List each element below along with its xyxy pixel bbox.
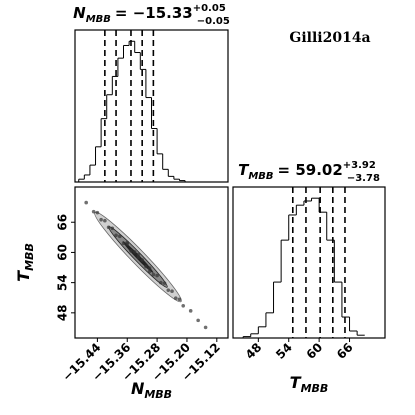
title-sub: MBB	[86, 14, 111, 25]
scatter-point	[196, 318, 200, 323]
x-tick-label: 48	[243, 340, 265, 362]
scatter-point	[155, 273, 159, 278]
scatter-point	[114, 233, 118, 238]
scatter-point	[151, 272, 156, 277]
title-minus: −3.78	[347, 173, 380, 184]
axis-label: TMBB	[290, 373, 329, 395]
scatter-point	[91, 209, 96, 214]
scatter-point	[173, 296, 178, 301]
figure-label: Gilli2014a	[289, 30, 370, 46]
y-tick-label: 60	[56, 244, 70, 261]
scatter-point	[110, 226, 115, 231]
scatter-point	[159, 280, 163, 285]
x-tick-label: 66	[334, 340, 356, 362]
panel-title: NMBB = −15.33+0.05 −0.05	[73, 3, 230, 27]
panel-title: TMBB = 59.02+3.92 −3.78	[238, 160, 380, 184]
axis-label-name: T	[290, 373, 302, 392]
axis-label-name: T	[14, 270, 33, 282]
scatter-point	[203, 325, 208, 330]
y-tick-label: 54	[56, 274, 70, 291]
x-tick-label: 60	[304, 340, 326, 362]
title-value: = −15.33	[115, 4, 193, 22]
title-plus: +3.92	[343, 160, 376, 171]
panel-frame	[232, 186, 386, 339]
scatter-point	[125, 240, 130, 245]
panel-frame	[74, 29, 229, 183]
axis-label-name: N	[131, 379, 145, 398]
x-tick-label: 54	[273, 340, 295, 362]
title-name: N	[73, 4, 86, 22]
scatter-point	[136, 252, 141, 257]
scatter-point	[181, 303, 186, 308]
scatter-point	[177, 297, 182, 302]
panel-frame	[74, 186, 229, 339]
title-value: = 59.02	[278, 161, 343, 179]
scatter-point	[166, 288, 171, 292]
axis-label-sub: MBB	[144, 388, 172, 401]
scatter-point	[95, 210, 100, 215]
title-minus: −0.05	[197, 16, 230, 27]
scatter-point	[117, 234, 122, 239]
scatter-point	[106, 225, 111, 230]
scatter-point	[162, 281, 167, 285]
axis-label-sub: MBB	[23, 243, 36, 271]
title-name: T	[238, 161, 250, 179]
scatter-point	[144, 264, 148, 269]
scatter-point	[129, 249, 133, 253]
scatter-point	[170, 289, 174, 293]
scatter-point	[147, 269, 152, 274]
scatter-point	[188, 309, 193, 313]
axis-label: TMBB	[14, 243, 36, 282]
scatter-point	[84, 200, 88, 205]
axis-label-sub: MBB	[301, 382, 329, 395]
scatter-point	[140, 258, 144, 262]
title-sub: MBB	[248, 171, 273, 182]
axis-label: NMBB	[131, 379, 172, 401]
scatter-point	[147, 266, 152, 270]
scatter-point	[103, 218, 107, 223]
scatter-point	[132, 250, 137, 254]
scatter-point	[136, 255, 141, 260]
y-tick-label: 48	[56, 304, 70, 321]
title-plus: +0.05	[193, 3, 226, 14]
scatter-point	[121, 241, 126, 246]
y-tick-label: 66	[56, 214, 70, 231]
scatter-point	[99, 217, 103, 222]
